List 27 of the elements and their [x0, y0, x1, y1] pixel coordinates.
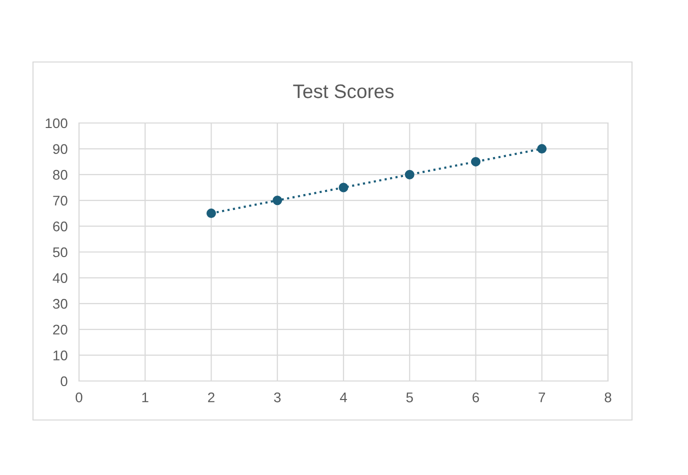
- x-tick-label: 3: [274, 392, 281, 402]
- y-tick-label: 60: [53, 222, 68, 232]
- x-tick-label: 2: [208, 392, 214, 402]
- point: [537, 144, 547, 154]
- x-tick-label: 5: [406, 392, 413, 402]
- point: [206, 208, 216, 218]
- y-tick-label: 0: [60, 376, 68, 386]
- x-tick-label: 0: [76, 392, 82, 402]
- y-tick-label: 30: [52, 298, 68, 309]
- x-tick-label: 7: [538, 392, 546, 402]
- y-tick-label: 20: [53, 324, 68, 335]
- y-tick-label: 70: [53, 196, 68, 206]
- x-tick-label: 6: [472, 392, 479, 402]
- point: [272, 196, 282, 206]
- point: [338, 182, 348, 192]
- y-tick-label: 90: [53, 144, 68, 154]
- point: [404, 170, 414, 180]
- chart-title: Test Scores: [293, 84, 394, 98]
- y-tick-label: 50: [52, 247, 68, 258]
- y-tick-label: 10: [54, 350, 68, 360]
- x-tick-label: 8: [604, 392, 612, 402]
- y-tick-label: 80: [53, 170, 68, 180]
- y-tick-label: 40: [52, 273, 68, 283]
- y-tick-label: 100: [46, 118, 68, 128]
- x-tick-label: 4: [340, 392, 347, 402]
- x-tick-label: 1: [142, 392, 148, 402]
- point: [471, 156, 480, 166]
